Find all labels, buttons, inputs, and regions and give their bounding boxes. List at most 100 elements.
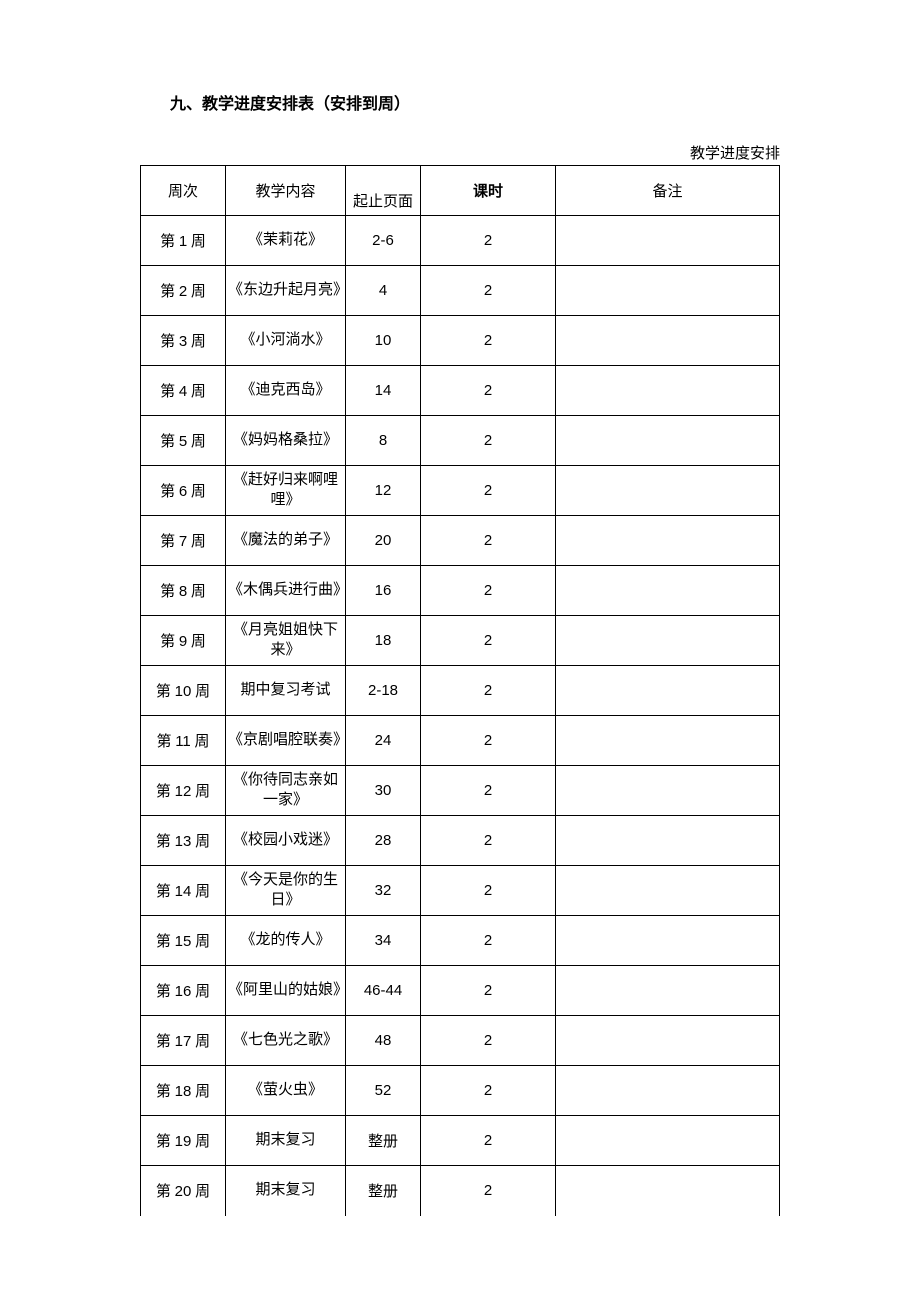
pages-cell: 52 xyxy=(346,1066,421,1116)
header-notes: 备注 xyxy=(556,166,780,216)
hours-cell: 2 xyxy=(421,1166,556,1216)
pages-cell: 2-6 xyxy=(346,216,421,266)
content-cell: 《妈妈格桑拉》 xyxy=(226,416,346,466)
pages-cell: 10 xyxy=(346,316,421,366)
notes-cell xyxy=(556,866,780,916)
content-cell: 《魔法的弟子》 xyxy=(226,516,346,566)
content-cell: 《小河淌水》 xyxy=(226,316,346,366)
content-cell: 《月亮姐姐快下来》 xyxy=(226,616,346,666)
pages-cell: 整册 xyxy=(346,1116,421,1166)
content-cell: 《校园小戏迷》 xyxy=(226,816,346,866)
notes-cell xyxy=(556,516,780,566)
notes-cell xyxy=(556,1016,780,1066)
content-cell: 《迪克西岛》 xyxy=(226,366,346,416)
notes-cell xyxy=(556,266,780,316)
week-cell: 第 8 周 xyxy=(141,566,226,616)
notes-cell xyxy=(556,316,780,366)
pages-cell: 30 xyxy=(346,766,421,816)
week-cell: 第 3 周 xyxy=(141,316,226,366)
hours-cell: 2 xyxy=(421,1066,556,1116)
hours-cell: 2 xyxy=(421,1016,556,1066)
notes-cell xyxy=(556,1166,780,1216)
pages-cell: 整册 xyxy=(346,1166,421,1216)
content-cell: 《茉莉花》 xyxy=(226,216,346,266)
notes-cell xyxy=(556,816,780,866)
week-cell: 第 1 周 xyxy=(141,216,226,266)
table-row: 第 14 周《今天是你的生日》322 xyxy=(141,866,780,916)
hours-cell: 2 xyxy=(421,316,556,366)
table-row: 第 3 周《小河淌水》102 xyxy=(141,316,780,366)
table-row: 第 7 周《魔法的弟子》202 xyxy=(141,516,780,566)
notes-cell xyxy=(556,1066,780,1116)
week-cell: 第 9 周 xyxy=(141,616,226,666)
table-row: 第 2 周《东边升起月亮》42 xyxy=(141,266,780,316)
pages-cell: 24 xyxy=(346,716,421,766)
pages-cell: 48 xyxy=(346,1016,421,1066)
table-header-row: 周次 教学内容 起止页面 课时 备注 xyxy=(141,166,780,216)
hours-cell: 2 xyxy=(421,966,556,1016)
table-row: 第 20 周期末复习整册2 xyxy=(141,1166,780,1216)
pages-cell: 8 xyxy=(346,416,421,466)
hours-cell: 2 xyxy=(421,1116,556,1166)
table-row: 第 18 周《萤火虫》522 xyxy=(141,1066,780,1116)
pages-cell: 18 xyxy=(346,616,421,666)
schedule-table: 周次 教学内容 起止页面 课时 备注 第 1 周《茉莉花》2-62第 2 周《东… xyxy=(140,165,780,1216)
header-pages: 起止页面 xyxy=(346,166,421,216)
header-week: 周次 xyxy=(141,166,226,216)
week-cell: 第 12 周 xyxy=(141,766,226,816)
table-row: 第 6 周《赶好归来啊哩哩》122 xyxy=(141,466,780,516)
side-label: 教学进度安排 xyxy=(140,142,780,163)
content-cell: 期末复习 xyxy=(226,1166,346,1216)
table-row: 第 15 周《龙的传人》342 xyxy=(141,916,780,966)
week-cell: 第 18 周 xyxy=(141,1066,226,1116)
content-cell: 《你待同志亲如一家》 xyxy=(226,766,346,816)
hours-cell: 2 xyxy=(421,616,556,666)
week-cell: 第 17 周 xyxy=(141,1016,226,1066)
table-row: 第 17 周《七色光之歌》482 xyxy=(141,1016,780,1066)
week-cell: 第 11 周 xyxy=(141,716,226,766)
pages-cell: 32 xyxy=(346,866,421,916)
week-cell: 第 2 周 xyxy=(141,266,226,316)
content-cell: 《萤火虫》 xyxy=(226,1066,346,1116)
hours-cell: 2 xyxy=(421,566,556,616)
table-row: 第 4 周《迪克西岛》142 xyxy=(141,366,780,416)
hours-cell: 2 xyxy=(421,766,556,816)
week-cell: 第 15 周 xyxy=(141,916,226,966)
week-cell: 第 7 周 xyxy=(141,516,226,566)
pages-cell: 2-18 xyxy=(346,666,421,716)
hours-cell: 2 xyxy=(421,816,556,866)
pages-cell: 34 xyxy=(346,916,421,966)
hours-cell: 2 xyxy=(421,266,556,316)
notes-cell xyxy=(556,566,780,616)
table-row: 第 11 周《京剧唱腔联奏》242 xyxy=(141,716,780,766)
notes-cell xyxy=(556,1116,780,1166)
hours-cell: 2 xyxy=(421,516,556,566)
hours-cell: 2 xyxy=(421,866,556,916)
table-row: 第 9 周《月亮姐姐快下来》182 xyxy=(141,616,780,666)
table-row: 第 16 周《阿里山的姑娘》46-442 xyxy=(141,966,780,1016)
week-cell: 第 5 周 xyxy=(141,416,226,466)
hours-cell: 2 xyxy=(421,666,556,716)
notes-cell xyxy=(556,766,780,816)
header-hours: 课时 xyxy=(421,166,556,216)
content-cell: 《赶好归来啊哩哩》 xyxy=(226,466,346,516)
notes-cell xyxy=(556,966,780,1016)
notes-cell xyxy=(556,666,780,716)
content-cell: 《龙的传人》 xyxy=(226,916,346,966)
content-cell: 《东边升起月亮》 xyxy=(226,266,346,316)
notes-cell xyxy=(556,216,780,266)
header-content: 教学内容 xyxy=(226,166,346,216)
hours-cell: 2 xyxy=(421,716,556,766)
content-cell: 期末复习 xyxy=(226,1116,346,1166)
pages-cell: 4 xyxy=(346,266,421,316)
content-cell: 《阿里山的姑娘》 xyxy=(226,966,346,1016)
section-title: 九、教学进度安排表（安排到周） xyxy=(170,90,780,114)
week-cell: 第 16 周 xyxy=(141,966,226,1016)
table-row: 第 10 周期中复习考试2-182 xyxy=(141,666,780,716)
week-cell: 第 6 周 xyxy=(141,466,226,516)
hours-cell: 2 xyxy=(421,366,556,416)
content-cell: 《七色光之歌》 xyxy=(226,1016,346,1066)
notes-cell xyxy=(556,716,780,766)
week-cell: 第 19 周 xyxy=(141,1116,226,1166)
pages-cell: 46-44 xyxy=(346,966,421,1016)
